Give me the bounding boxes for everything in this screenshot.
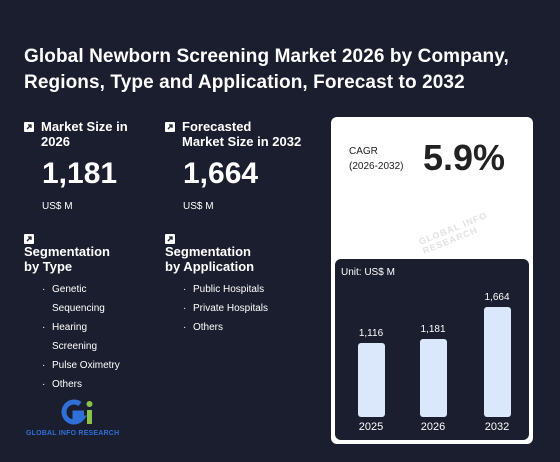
list-item: Public Hospitals — [183, 280, 268, 299]
market-size-block: Market Size in 2026 1,181 US$ M — [24, 119, 128, 212]
chart-value-label: 1,181 — [420, 323, 446, 335]
list-item: Others — [42, 375, 120, 394]
market-size-value: 1,181 — [42, 157, 118, 190]
logo-text: GLOBAL INFO RESEARCH — [26, 430, 120, 437]
page-title: Global Newborn Screening Market 2026 by … — [24, 44, 534, 96]
chart-category-label: 2026 — [420, 421, 446, 433]
list-item: Private Hospitals — [183, 299, 268, 318]
watermark: GLOBAL INFO RESEARCH — [417, 210, 489, 256]
segmentation-type-label: Segmentation by Type — [24, 244, 110, 274]
list-item: Others — [183, 318, 268, 337]
market-size-unit: US$ M — [42, 201, 73, 212]
chart-category-label: 2025 — [358, 421, 384, 433]
segmentation-application-block: Segmentation by Application Public Hospi… — [165, 231, 268, 337]
list-item: Pulse Oximetry — [42, 356, 120, 375]
forecast-block: Forecasted Market Size in 2032 1,664 US$… — [165, 119, 301, 212]
chart-value-label: 1,664 — [484, 292, 510, 303]
segmentation-application-label: Segmentation by Application — [165, 244, 255, 274]
arrow-up-right-icon — [165, 122, 175, 132]
arrow-up-right-icon — [24, 122, 34, 132]
chart-bar-2026 — [419, 338, 447, 417]
chart-bar-2025 — [357, 343, 385, 417]
cagr-card: GLOBAL INFO RESEARCH CAGR (2026-2032) 5.… — [331, 117, 533, 444]
gi-logo-icon — [61, 399, 93, 425]
market-size-label: Market Size in 2026 — [41, 119, 128, 149]
cagr-label: CAGR (2026-2032) — [349, 146, 404, 172]
arrow-up-right-icon — [165, 234, 175, 244]
title-line-1: Global Newborn Screening Market 2026 by … — [24, 46, 509, 67]
cagr-value: 5.9% — [423, 137, 506, 178]
arrow-up-right-icon — [24, 234, 34, 244]
title-line-2: Regions, Type and Application, Forecast … — [24, 72, 465, 93]
forecast-label: Forecasted Market Size in 2032 — [182, 119, 302, 149]
company-logo: GLOBAL INFO RESEARCH — [26, 398, 136, 442]
forecast-value: 1,664 — [183, 157, 259, 190]
bar-chart: Unit: US$ M 1,116 2025 1,181 2026 1,664 2032 — [335, 259, 529, 440]
chart-unit-label: Unit: US$ M — [341, 267, 395, 278]
chart-bar-2032 — [483, 307, 511, 417]
chart-category-label: 2032 — [484, 421, 510, 433]
forecast-unit: US$ M — [183, 201, 214, 212]
chart-value-label: 1,116 — [358, 328, 384, 340]
